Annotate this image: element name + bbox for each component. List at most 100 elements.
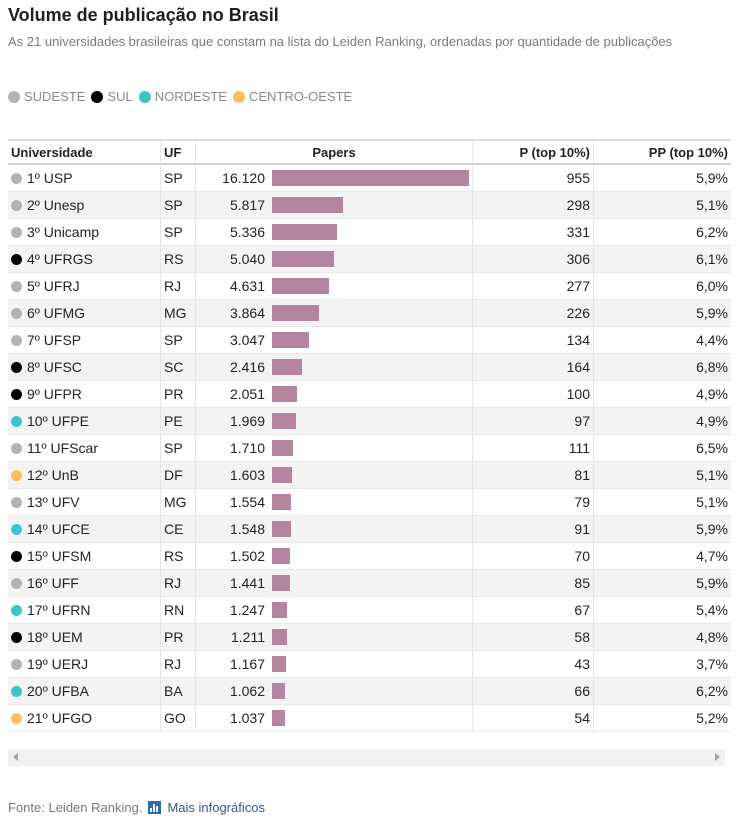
- column-header-universidade[interactable]: Universidade: [8, 139, 161, 165]
- uf-cell: RN: [160, 596, 196, 624]
- column-header-p-top10[interactable]: P (top 10%): [472, 139, 594, 165]
- papers-value: 1.710: [229, 440, 265, 456]
- university-cell: 13º UFV: [8, 488, 161, 516]
- uf-cell: SP: [160, 434, 196, 462]
- column-header-pp-top10[interactable]: PP (top 10%): [593, 139, 731, 165]
- table-row: 13º UFV MG 1.554 79 5,1%: [8, 488, 731, 516]
- legend-dot-icon: [138, 90, 151, 103]
- university-name: UFF: [51, 575, 79, 591]
- p-top10-cell: 91: [472, 515, 594, 543]
- region-dot-icon: [11, 577, 22, 589]
- legend-label: SUDESTE: [24, 89, 86, 104]
- pp-top10-cell: 5,9%: [593, 569, 731, 597]
- university-rank: 14º: [27, 521, 48, 537]
- papers-bar: [272, 278, 329, 294]
- university-name: UFPE: [51, 413, 89, 429]
- papers-cell: 1.167: [195, 650, 473, 678]
- university-cell: 20º UFBA: [8, 677, 161, 705]
- more-infographics-label[interactable]: Mais infográficos: [167, 800, 265, 815]
- papers-cell: 1.037: [195, 704, 473, 732]
- legend-label: CENTRO-OESTE: [248, 89, 353, 104]
- horizontal-scrollbar[interactable]: [8, 749, 725, 766]
- university-name: UFBA: [51, 683, 89, 699]
- p-top10-cell: 226: [472, 299, 594, 327]
- university-cell: 6º UFMG: [8, 299, 161, 327]
- papers-cell: 5.817: [195, 191, 473, 219]
- papers-bar: [272, 359, 302, 375]
- papers-cell: 2.416: [195, 353, 473, 381]
- university-cell: 18º UEM: [8, 623, 161, 651]
- university-rank: 1º: [27, 170, 40, 186]
- p-top10-cell: 298: [472, 191, 594, 219]
- papers-value: 2.051: [229, 386, 265, 402]
- university-name: UFRN: [51, 602, 91, 618]
- university-rank: 21º: [27, 710, 48, 726]
- university-name: UFSM: [51, 548, 92, 564]
- papers-cell: 5.040: [195, 245, 473, 273]
- university-rank: 6º: [27, 305, 40, 321]
- scroll-right-icon[interactable]: [715, 753, 720, 761]
- region-dot-icon: [11, 550, 22, 562]
- legend-item[interactable]: SUL: [91, 89, 133, 104]
- pp-top10-cell: 6,8%: [593, 353, 731, 381]
- legend-dot-icon: [232, 90, 245, 103]
- uf-cell: PR: [160, 623, 196, 651]
- papers-bar: [272, 656, 286, 672]
- papers-value: 5.817: [229, 197, 265, 213]
- legend-label: NORDESTE: [154, 89, 227, 104]
- pp-top10-cell: 6,5%: [593, 434, 731, 462]
- university-rank: 5º: [27, 278, 40, 294]
- university-name: UFV: [51, 494, 80, 510]
- table-row: 2º Unesp SP 5.817 298 5,1%: [8, 191, 731, 219]
- university-cell: 15º UFSM: [8, 542, 161, 570]
- region-dot-icon: [11, 496, 22, 508]
- p-top10-cell: 331: [472, 218, 594, 246]
- legend-item[interactable]: CENTRO-OESTE: [232, 89, 353, 104]
- papers-bar: [272, 440, 293, 456]
- university-cell: 14º UFCE: [8, 515, 161, 543]
- uf-cell: RJ: [160, 650, 196, 678]
- pp-top10-cell: 5,4%: [593, 596, 731, 624]
- region-dot-icon: [11, 712, 22, 724]
- region-dot-icon: [11, 604, 22, 616]
- university-cell: 5º UFRJ: [8, 272, 161, 300]
- p-top10-cell: 85: [472, 569, 594, 597]
- papers-bar: [272, 305, 319, 321]
- table-row: 9º UFPR PR 2.051 100 4,9%: [8, 380, 731, 408]
- pp-top10-cell: 5,9%: [593, 515, 731, 543]
- region-dot-icon: [11, 199, 22, 211]
- university-cell: 17º UFRN: [8, 596, 161, 624]
- table-row: 21º UFGO GO 1.037 54 5,2%: [8, 704, 731, 732]
- papers-value: 5.336: [229, 224, 265, 240]
- papers-bar: [272, 332, 309, 348]
- legend-item[interactable]: NORDESTE: [138, 89, 227, 104]
- more-infographics-link[interactable]: Mais infográficos: [148, 800, 265, 815]
- papers-bar: [272, 386, 297, 402]
- papers-cell: 1.554: [195, 488, 473, 516]
- source-text: Fonte: Leiden Ranking.: [8, 800, 143, 815]
- column-header-papers[interactable]: Papers: [195, 139, 473, 165]
- papers-value: 1.247: [229, 602, 265, 618]
- table-row: 18º UEM PR 1.211 58 4,8%: [8, 623, 731, 651]
- pp-top10-cell: 5,1%: [593, 191, 731, 219]
- uf-cell: SP: [160, 191, 196, 219]
- papers-value: 1.603: [229, 467, 265, 483]
- scroll-left-icon[interactable]: [13, 753, 18, 761]
- papers-value: 1.969: [229, 413, 265, 429]
- column-header-uf[interactable]: UF: [160, 139, 196, 165]
- pp-top10-cell: 4,4%: [593, 326, 731, 354]
- papers-value: 1.441: [229, 575, 265, 591]
- papers-value: 1.548: [229, 521, 265, 537]
- university-name: USP: [43, 170, 73, 186]
- p-top10-cell: 164: [472, 353, 594, 381]
- uf-cell: BA: [160, 677, 196, 705]
- papers-bar: [272, 467, 292, 483]
- bar-chart-icon: [148, 801, 162, 814]
- table-row: 16º UFF RJ 1.441 85 5,9%: [8, 569, 731, 597]
- table-row: 19º UERJ RJ 1.167 43 3,7%: [8, 650, 731, 678]
- papers-value: 5.040: [229, 251, 265, 267]
- university-cell: 9º UFPR: [8, 380, 161, 408]
- legend-item[interactable]: SUDESTE: [8, 89, 85, 104]
- papers-bar: [272, 683, 285, 699]
- papers-bar: [272, 521, 291, 537]
